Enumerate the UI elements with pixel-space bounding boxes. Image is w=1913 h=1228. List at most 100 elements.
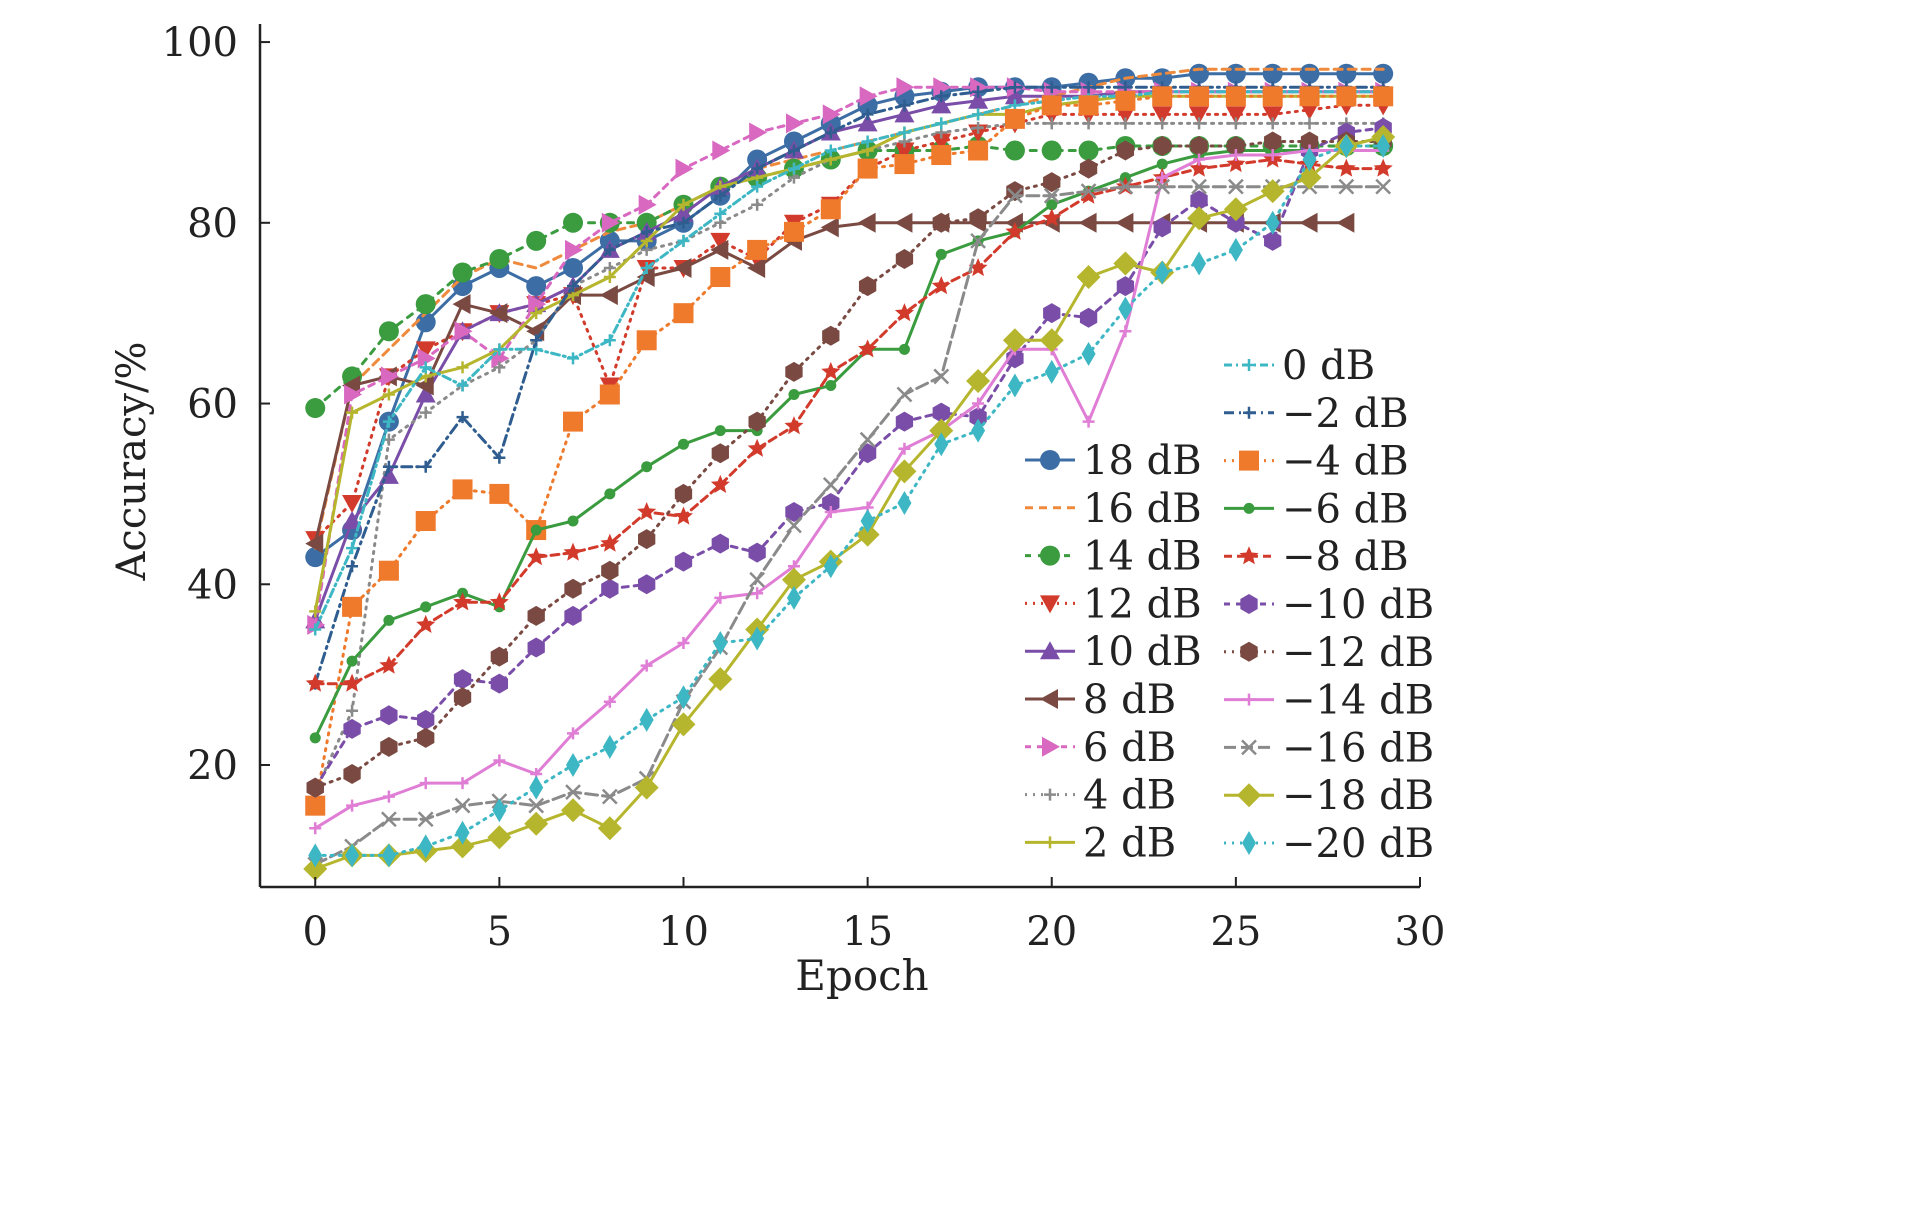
series-4db bbox=[305, 86, 1394, 816]
data-point bbox=[750, 626, 765, 651]
data-point bbox=[714, 189, 727, 202]
accuracy-line-chart: 0 5 10 15 20 25 30 20 40 60 80 100 Epoch Accuracy/%… bbox=[109, 20, 1446, 1000]
data-point bbox=[601, 212, 620, 233]
series-line bbox=[313, 144, 1385, 857]
data-point bbox=[1336, 86, 1357, 107]
legend-entry: 12 dB bbox=[1025, 581, 1202, 627]
data-point bbox=[820, 199, 841, 220]
series-line bbox=[313, 185, 1385, 866]
series-10db bbox=[306, 117, 1392, 798]
data-point bbox=[1115, 212, 1134, 233]
legend-marker bbox=[1240, 594, 1258, 614]
data-point bbox=[710, 267, 731, 288]
data-point bbox=[567, 280, 580, 293]
data-point bbox=[564, 578, 582, 599]
data-point bbox=[1079, 158, 1098, 179]
data-point bbox=[1045, 81, 1058, 94]
data-point bbox=[455, 820, 470, 845]
legend-label: −16 dB bbox=[1282, 725, 1434, 771]
data-point bbox=[895, 248, 914, 269]
data-point bbox=[861, 135, 874, 148]
data-point bbox=[714, 591, 727, 604]
data-point bbox=[857, 113, 878, 132]
data-point bbox=[1119, 325, 1132, 338]
data-point bbox=[935, 90, 948, 103]
data-point bbox=[415, 375, 434, 396]
legend-entry: 8 dB bbox=[1025, 677, 1176, 723]
data-point bbox=[305, 398, 326, 419]
data-point bbox=[1119, 117, 1132, 130]
data-point bbox=[638, 194, 657, 215]
data-point bbox=[1190, 135, 1208, 156]
data-point bbox=[450, 834, 475, 859]
data-point bbox=[751, 198, 764, 211]
data-point bbox=[784, 416, 804, 435]
data-point bbox=[675, 158, 694, 179]
data-point bbox=[786, 585, 801, 610]
legend-entry: −20 dB bbox=[1224, 821, 1434, 867]
data-point bbox=[1041, 140, 1062, 161]
data-point bbox=[528, 294, 547, 315]
legend-marker bbox=[1243, 693, 1255, 706]
legend-marker bbox=[1241, 739, 1257, 756]
data-point bbox=[1043, 187, 1060, 204]
data-point bbox=[896, 386, 913, 403]
data-point bbox=[599, 384, 620, 405]
data-point bbox=[563, 542, 583, 561]
ticks-layer: 0 5 10 15 20 25 30 20 40 60 80 100 bbox=[162, 20, 1446, 955]
data-point bbox=[822, 476, 839, 493]
data-point bbox=[493, 361, 506, 374]
data-point bbox=[603, 695, 616, 708]
data-point bbox=[1039, 328, 1064, 353]
data-point bbox=[1082, 117, 1095, 130]
data-point bbox=[342, 494, 363, 513]
data-point bbox=[529, 775, 544, 800]
data-point bbox=[1042, 208, 1062, 227]
x-tick-label: 10 bbox=[658, 909, 709, 955]
data-point bbox=[1264, 230, 1282, 251]
data-point bbox=[969, 208, 987, 229]
data-point bbox=[1004, 140, 1025, 161]
data-point bbox=[567, 727, 580, 740]
data-point bbox=[822, 492, 840, 513]
data-point bbox=[342, 511, 363, 530]
data-point bbox=[1005, 221, 1025, 240]
data-point bbox=[1192, 251, 1207, 276]
data-point bbox=[824, 126, 837, 139]
data-point bbox=[1189, 158, 1209, 177]
data-point bbox=[416, 614, 436, 634]
data-point bbox=[638, 574, 656, 595]
series-2db bbox=[309, 90, 1390, 618]
axes-layer bbox=[258, 24, 1420, 889]
data-point bbox=[526, 547, 546, 566]
data-point bbox=[825, 379, 837, 391]
series-line bbox=[313, 85, 1385, 686]
data-point bbox=[932, 212, 950, 233]
data-point bbox=[822, 104, 841, 125]
data-point bbox=[640, 225, 653, 238]
data-point bbox=[346, 704, 359, 717]
data-point bbox=[305, 795, 326, 816]
data-point bbox=[933, 77, 952, 98]
y-tick-label: 60 bbox=[187, 382, 238, 428]
data-point bbox=[524, 811, 549, 836]
y-tick-label: 20 bbox=[187, 743, 238, 789]
series-line bbox=[313, 140, 1385, 790]
data-point bbox=[454, 321, 473, 342]
data-point bbox=[710, 239, 729, 260]
data-point bbox=[639, 707, 654, 732]
data-point bbox=[858, 276, 877, 297]
data-point bbox=[972, 108, 985, 121]
legend-marker bbox=[1243, 502, 1255, 514]
x-axis-label: Epoch bbox=[795, 951, 928, 1000]
legend-marker bbox=[1040, 545, 1060, 566]
data-point bbox=[379, 655, 399, 674]
data-point bbox=[821, 361, 841, 381]
legend-label: 2 dB bbox=[1083, 820, 1176, 866]
legend-label: −18 dB bbox=[1282, 773, 1434, 819]
data-point bbox=[929, 418, 954, 443]
legend-label: −4 dB bbox=[1282, 439, 1409, 485]
data-point bbox=[1265, 210, 1280, 235]
data-point bbox=[1373, 158, 1393, 177]
data-point bbox=[748, 411, 766, 432]
